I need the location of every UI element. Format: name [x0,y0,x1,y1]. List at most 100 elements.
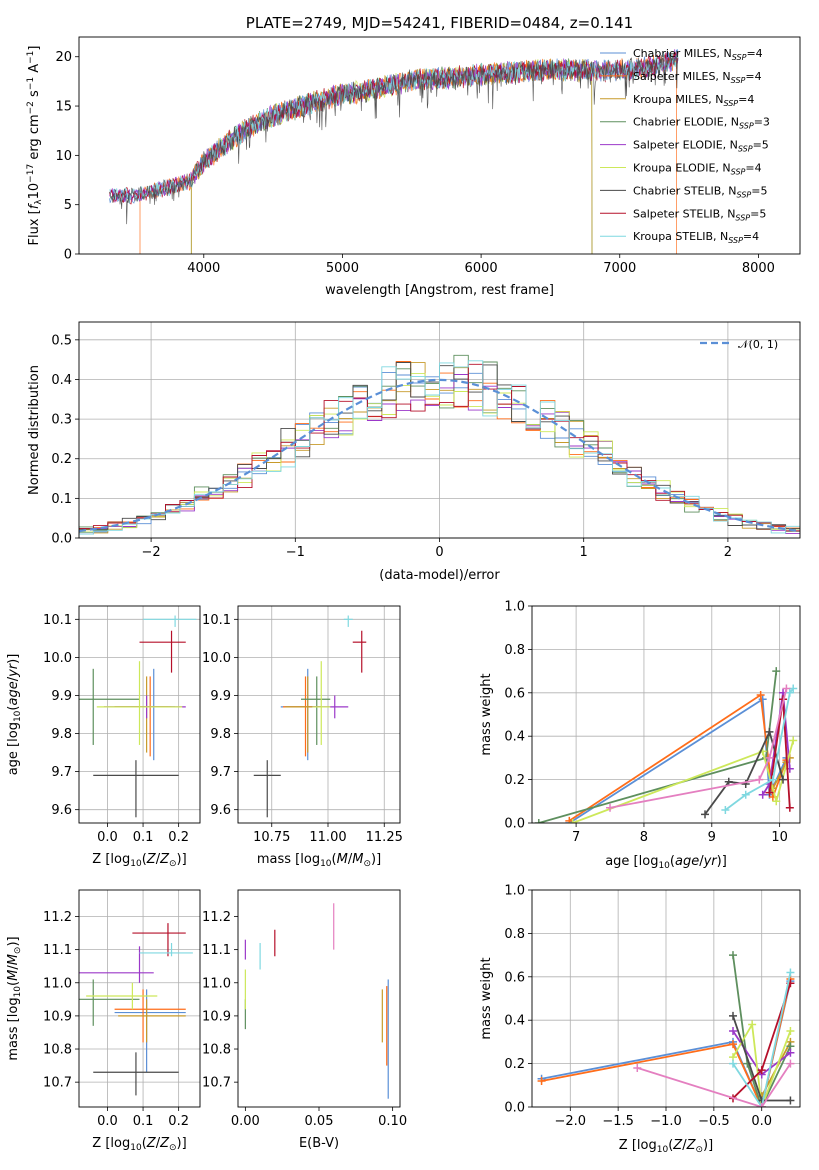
weight-line-pink [609,688,788,809]
y-tick-label: 9.9 [210,689,231,704]
y-axis-label: age [log10(age/yr)] [6,654,23,776]
y-tick-label: 0.4 [504,730,525,745]
weight-marker-kroupa_stelib [721,805,730,814]
x-tick-label: −2.0 [554,1114,586,1129]
axes-mass_weight_vs_age: 7 8 9 10 0.0 0.2 0.4 0.6 0.8 1.0 [504,600,800,845]
y-tick-label: 0.3 [51,413,72,428]
normal-curve [79,378,800,533]
legend-label-sub: SSP [732,53,747,62]
weight-marker-pink [755,775,764,784]
x-tick-label: 0 [435,545,443,560]
x-tick-label: 0.05 [305,1114,334,1129]
weight-marker-chabrier_miles [758,695,767,704]
label-part: age [675,854,699,869]
y-tick-label: 10.1 [43,613,72,628]
y-tick-label: 0.0 [504,1101,525,1116]
weight-marker-salpeter_elodie [786,1048,795,1057]
x-tick-label: −1 [286,545,305,560]
x-tick-label: 9 [708,830,716,845]
label-part: log [300,852,320,867]
age_vs_mass-frame [237,605,401,824]
weight-marker-pink [782,684,791,693]
label-part: M [337,852,348,867]
weight-marker-salpeter_stelib [785,803,794,812]
label-part: ⊙ [169,859,177,869]
y-tick-label: 9.7 [210,765,231,780]
y-tick-label: 0.1 [51,492,72,507]
label-part: Z [672,1138,683,1153]
legend-label: Salpeter MILES, NSSP=4 [633,70,762,85]
x-tick-label: 0.2 [168,1114,189,1129]
legend-label-sub: SSP [738,145,753,154]
label-part: ) [177,852,182,867]
x-tick-label: −1.5 [602,1114,634,1129]
legend-label-text: Kroupa STELIB, N [633,230,728,243]
weight-marker-salpeter_miles [756,690,765,699]
legend-label: Kroupa STELIB, NSSP=4 [633,230,759,245]
label-part: / [348,852,353,867]
label-part: age [ [605,854,638,869]
weight-marker-kroupa_elodie [772,797,781,806]
label-part: ) [6,941,21,946]
x-tick-label: 0.1 [133,830,154,845]
label-part: Z [ [92,1136,110,1151]
label-part: ] [182,852,187,867]
x-axis-label: E(B-V) [299,1136,339,1151]
weight-marker-kroupa_stelib [786,968,795,977]
y-axis-label-part: −1 [26,77,36,90]
label-part: log [6,722,21,742]
legend-label-sub: SSP [731,168,746,177]
label-part: log [639,854,659,869]
label-part: ( [332,852,337,867]
x-tick-label: 2 [724,545,732,560]
label-part: Z [146,852,157,867]
legend-label-eq: =4 [746,47,762,60]
label-part: ) [6,659,21,664]
label-part: E(B-V) [299,1136,339,1151]
y-tick-label: 10.9 [43,1009,72,1024]
mass_vs_ebv-frame [237,889,401,1108]
y-tick-label: 0.4 [504,1014,525,1029]
label-part: Z [ [92,852,110,867]
legend-label-sub: SSP [737,190,752,199]
weight-marker-salpeter_miles [537,1076,546,1085]
x-tick-label: 6000 [465,261,498,276]
label-part: ( [142,852,147,867]
weight-marker-pink [765,753,774,762]
x-tick-label: 7 [572,830,580,845]
y-tick-label: 0.2 [51,452,72,467]
label-part: M [6,954,21,965]
label-part: ( [6,981,21,986]
label-part: mass [ [257,852,300,867]
label-part: / [6,676,21,681]
y-tick-label: 0.0 [504,817,525,832]
legend-label-eq: =3 [754,116,770,129]
weight-marker-chabrier_stelib [779,775,788,784]
x-tick-label: 8000 [742,261,775,276]
label-part: Z [686,1138,697,1153]
axes-mass_vs_ebv: 0.00 0.05 0.10 10.7 10.8 10.9 11.0 11.1 11.2 [202,910,407,1129]
x-tick-label: 11.00 [309,830,346,845]
mass_vs_Z-plot [79,923,193,1096]
x-axis-label: wavelength [Angstrom, rest frame] [325,283,554,298]
x-axis-label: (data-model)/error [379,568,500,583]
weight-marker-pink [633,1063,642,1072]
weight-marker-salpeter_elodie [758,790,767,799]
y-tick-label: 10.7 [43,1076,72,1091]
y-tick-label: 11.0 [202,976,231,991]
y-axis-label-part: s [27,90,42,101]
weight-line-pink [637,1063,792,1107]
x-tick-label: 11.25 [366,830,403,845]
y-tick-label: 11.2 [202,910,231,925]
legend-label-eq: =4 [745,162,761,175]
y-axis-label: Flux [fλ10−17 erg cm−2 s−1 A−1] [26,46,44,246]
y-axis-label-part: A [27,64,42,77]
label-part: ( [6,706,21,711]
label-part: Z [ [619,1138,637,1153]
y-tick-label: 0.0 [51,532,72,547]
x-tick-label: 0.0 [97,830,118,845]
label-part: ( [142,1136,147,1151]
legend-label-eq: =5 [753,139,769,152]
y-axis-label-part: −2 [26,101,36,114]
